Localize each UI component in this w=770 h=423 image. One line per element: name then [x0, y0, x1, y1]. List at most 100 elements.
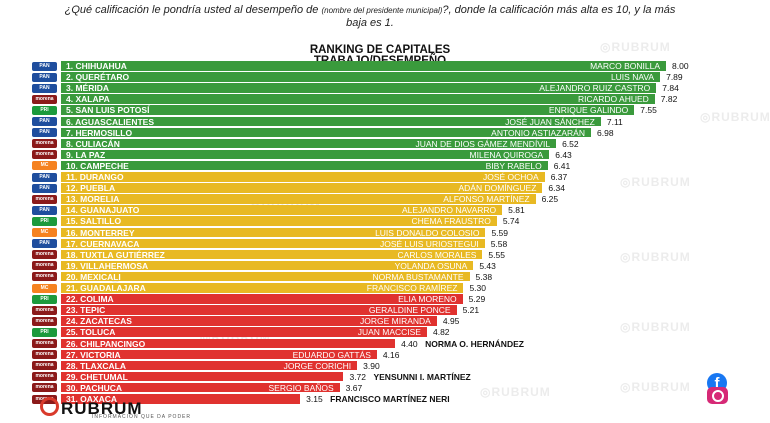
bar: [61, 138, 557, 149]
party-logo: morena: [32, 372, 57, 382]
party-logo: PAN: [32, 205, 57, 215]
score-label: 5.59: [491, 227, 508, 238]
party-logo: morena: [32, 361, 57, 371]
bar: [61, 149, 550, 160]
party-logo: PAN: [32, 172, 57, 182]
mayor-label: LUIS DONALDO COLOSIO: [375, 227, 480, 238]
bar: [61, 305, 457, 315]
score-label: 8.00: [672, 61, 689, 71]
bar: [61, 116, 601, 126]
city-label: 11. DURANGO: [66, 172, 124, 182]
city-label: 13. MORELIA: [66, 194, 120, 205]
city-label: 1. CHIHUAHUA: [66, 61, 127, 71]
watermark: ◎RUBRUM: [600, 40, 671, 54]
city-label: 7. HERMOSILLO: [66, 127, 133, 138]
right-margin: [740, 0, 770, 423]
bar: [61, 183, 543, 193]
score-label: 6.37: [550, 172, 568, 182]
mayor-label: SERGIO BAÑOS: [268, 382, 334, 393]
bar: [61, 94, 655, 104]
party-logo: PAN: [32, 128, 57, 138]
city-label: 8. CULIACÁN: [66, 138, 120, 149]
mayor-label: ALEJANDRO NAVARRO: [402, 205, 497, 216]
mayor-label: JOSÉ OCHOA: [482, 172, 539, 182]
bar: [61, 338, 396, 348]
party-logo: morena: [32, 272, 57, 282]
bar: [61, 349, 377, 360]
city-label: 3. MÉRIDA: [66, 83, 109, 94]
mayor-label: YOLANDA OSUNA: [394, 260, 468, 271]
city-label: 10. CAMPECHE: [66, 160, 129, 171]
score-label: 4.82: [432, 327, 450, 338]
city-label: 19. VILLAHERMOSA: [66, 260, 149, 271]
mayor-label: MARCO BONILLA: [590, 61, 660, 71]
question-end: ?, donde la calificación más alta es 10,…: [346, 4, 676, 29]
chart-title: RANKING DE CAPITALES: [309, 44, 451, 56]
city-label: 5. SAN LUIS POTOSÍ: [66, 105, 150, 116]
mayor-label: JUAN DE DIOS GÁMEZ MENDÍVIL: [415, 138, 551, 149]
city-label: 4. XALAPA: [66, 94, 110, 105]
question-small: (nombre del presidente municipal): [321, 6, 443, 15]
score-label: 7.11: [606, 116, 623, 127]
score-label: 5.21: [462, 305, 480, 316]
score-label: 3.15: [306, 394, 323, 404]
mayor-label: GERALDINE PONCE: [368, 305, 451, 316]
score-label: 5.43: [479, 260, 496, 271]
city-label: 2. QUERÉTARO: [66, 72, 130, 83]
party-logo: morena: [32, 383, 57, 393]
party-logo: morena: [32, 316, 57, 326]
city-label: 16. MONTERREY: [66, 227, 135, 238]
instagram-icon[interactable]: [707, 387, 728, 404]
bar: [61, 105, 635, 115]
party-logo: PRI: [32, 216, 57, 226]
mayor-label: ALFONSO MARTÍNEZ: [443, 194, 530, 205]
mayor-label: MILENA QUIROGA: [469, 149, 544, 160]
score-label: 7.89: [666, 72, 683, 83]
bar: [61, 316, 437, 326]
bar: [61, 160, 548, 171]
mayor-label: JORGE MIRANDA: [360, 316, 431, 327]
left-margin: [0, 0, 28, 423]
party-logo: PAN: [32, 239, 57, 249]
bar: [61, 283, 464, 293]
mayor-label: ELIA MORENO: [398, 294, 457, 305]
bar: [61, 238, 485, 249]
score-label: 5.38: [475, 271, 493, 282]
party-logo: morena: [32, 250, 57, 260]
brand-logo: RUBRUM: [40, 397, 143, 419]
score-label: 5.29: [468, 294, 486, 305]
city-label: 12. PUEBLA: [66, 183, 116, 194]
mayor-label: YENSUNNI I. MARTÍNEZ: [373, 371, 471, 382]
mayor-label: ALEJANDRO RUIZ CASTRO: [539, 83, 651, 94]
brand-text: RUBRUM: [61, 399, 143, 418]
score-label: 7.82: [660, 94, 678, 105]
city-label: 29. CHETUMAL: [66, 371, 128, 382]
watermark: ◎RUBRUM: [620, 175, 691, 189]
bar: [61, 216, 497, 226]
mayor-label: ANTONIO ASTIAZARÁN: [491, 127, 585, 138]
brand-tagline: INFORMACIÓN QUE DA PODER: [92, 414, 192, 420]
mayor-label: LUIS NAVA: [610, 72, 655, 83]
city-label: 18. TUXTLA GUTIÉRREZ: [66, 249, 165, 260]
city-label: 17. CUERNAVACA: [66, 238, 140, 249]
mayor-label: JUAN MACCISE: [357, 327, 421, 338]
mayor-label: ADÁN DOMÍNGUEZ: [458, 183, 537, 194]
bar: [61, 227, 486, 237]
city-label: 6. AGUASCALIENTES: [66, 116, 155, 127]
city-label: 15. SALTILLO: [66, 216, 122, 227]
score-label: 6.34: [548, 183, 565, 194]
score-label: 4.40: [401, 338, 418, 349]
score-label: 5.55: [488, 249, 505, 260]
score-label: 4.16: [382, 349, 400, 360]
bar: [61, 382, 340, 393]
score-label: 4.95: [442, 316, 460, 327]
score-label: 5.81: [508, 205, 525, 216]
bar: [61, 194, 536, 204]
party-logo: PAN: [32, 72, 57, 82]
party-logo: morena: [32, 139, 57, 149]
bar: [61, 327, 427, 337]
score-label: 6.43: [555, 149, 572, 160]
party-logo: morena: [32, 339, 57, 348]
city-label: 30. PACHUCA: [66, 382, 123, 393]
